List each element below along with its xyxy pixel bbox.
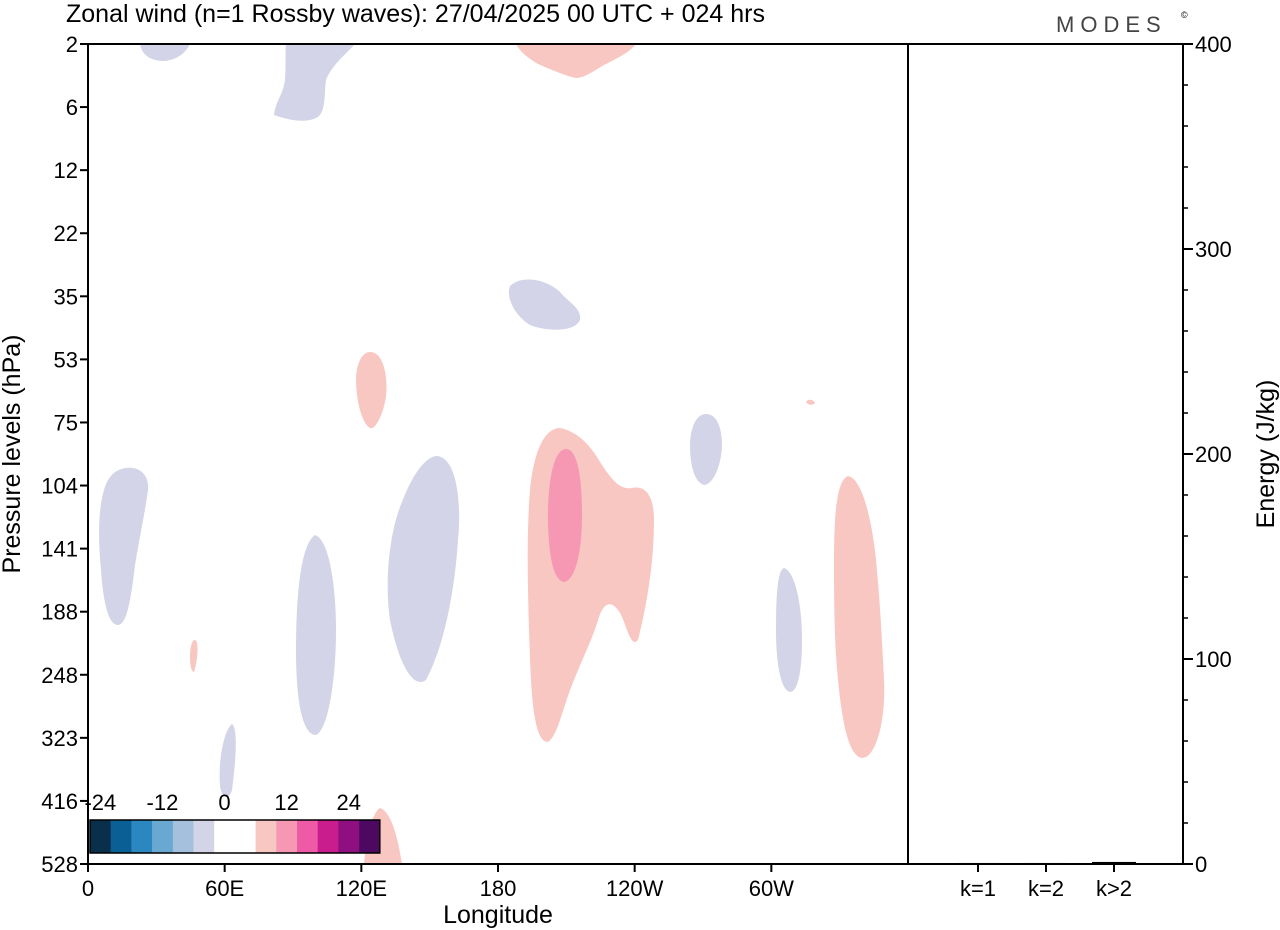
colorbar-frame [89, 819, 381, 854]
colorbar-swatch [317, 820, 339, 853]
energy-bar [1092, 861, 1136, 864]
plot-frame-main [87, 43, 909, 865]
brand-mark: © [1181, 10, 1188, 20]
colorbar-swatch [297, 820, 318, 853]
x-tick-label: 180 [480, 876, 517, 901]
colorbar-tick-label: 12 [274, 790, 298, 815]
energy-bar [1024, 862, 1068, 864]
contour-positive-region [548, 449, 582, 582]
energy-tick-label: 100 [1195, 647, 1232, 672]
colorbar-swatch [131, 820, 153, 853]
y-tick-label: 528 [41, 852, 78, 877]
y-tick-label: 416 [41, 789, 78, 814]
plot-frame-energy [907, 43, 1184, 865]
colorbar-tick-label: 0 [218, 790, 230, 815]
contour-positive-region [806, 399, 815, 405]
colorbar-tick-label: 24 [337, 790, 361, 815]
y-axis-label: Pressure levels (hPa) [0, 335, 26, 574]
colorbar-swatch [276, 820, 298, 853]
energy-bars: k=1 k=2 k>2 [956, 861, 1136, 901]
y-tick-label: 2 [66, 32, 78, 57]
energy-category-label: k=1 [960, 876, 996, 901]
colorbar-swatch [90, 820, 111, 853]
contour-positive-region [527, 428, 654, 742]
x-axis-label: Longitude [443, 901, 553, 929]
contour-negative-region [140, 44, 190, 61]
colorbar: -24 -12 0 12 24 [84, 790, 381, 854]
contour-negative-region [274, 44, 355, 121]
energy-bar [956, 862, 1000, 864]
contour-layer [99, 44, 885, 864]
chart-title: Zonal wind (n=1 Rossby waves): 27/04/202… [66, 0, 765, 28]
y-tick-label: 12 [54, 158, 78, 183]
contour-positive-region [834, 476, 885, 758]
y-axis-pressure: 2 6 12 22 35 53 75 104 141 188 248 323 416 528 [41, 32, 88, 877]
y-tick-label: 6 [66, 95, 78, 120]
y-tick-label: 22 [54, 221, 78, 246]
colorbar-swatch [110, 820, 132, 853]
energy-category-label: k>2 [1096, 876, 1132, 901]
x-tick-label: 60E [205, 876, 244, 901]
energy-axis-label: Energy (J/kg) [1252, 380, 1280, 529]
contour-negative-region [776, 568, 802, 692]
brand-logo: MODES [1056, 12, 1167, 37]
y-tick-label: 35 [54, 284, 78, 309]
x-tick-label: 120E [336, 876, 387, 901]
contour-positive-region [190, 640, 198, 672]
contour-negative-region [219, 724, 236, 798]
colorbar-swatch [193, 820, 215, 853]
colorbar-swatch [172, 820, 194, 853]
energy-category-label: k=2 [1028, 876, 1064, 901]
energy-tick-label: 200 [1195, 442, 1232, 467]
colorbar-swatch [234, 820, 256, 853]
x-tick-label: 120W [606, 876, 664, 901]
colorbar-tick-label: -12 [147, 790, 179, 815]
colorbar-swatch [359, 820, 381, 853]
energy-tick-label: 300 [1195, 237, 1232, 262]
energy-tick-label: 400 [1195, 32, 1232, 57]
x-axis: 0 60E 120E 180 120W 60W [82, 864, 794, 901]
y-tick-label: 188 [41, 600, 78, 625]
contour-negative-region [387, 456, 460, 682]
colorbar-tick-label: -24 [84, 790, 116, 815]
colorbar-swatch [338, 820, 360, 853]
y-tick-label: 248 [41, 663, 78, 688]
y-tick-label: 75 [54, 410, 78, 435]
contour-positive-region [356, 352, 387, 429]
contour-negative-region [690, 414, 722, 485]
y-tick-label: 141 [41, 537, 78, 562]
energy-tick-label: 0 [1195, 852, 1207, 877]
y-tick-label: 104 [41, 474, 78, 499]
y-tick-label: 53 [54, 347, 78, 372]
colorbar-swatch [214, 820, 236, 853]
colorbar-swatch [152, 820, 174, 853]
contour-negative-region [508, 279, 581, 330]
x-tick-label: 60W [749, 876, 794, 901]
y-axis-energy: 0 100 200 300 400 [1183, 32, 1232, 877]
contour-negative-region [296, 535, 336, 735]
colorbar-swatch [255, 820, 277, 853]
contour-positive-region [516, 44, 636, 78]
x-tick-label: 0 [82, 876, 94, 901]
y-tick-label: 323 [41, 726, 78, 751]
contour-negative-region [99, 467, 149, 625]
